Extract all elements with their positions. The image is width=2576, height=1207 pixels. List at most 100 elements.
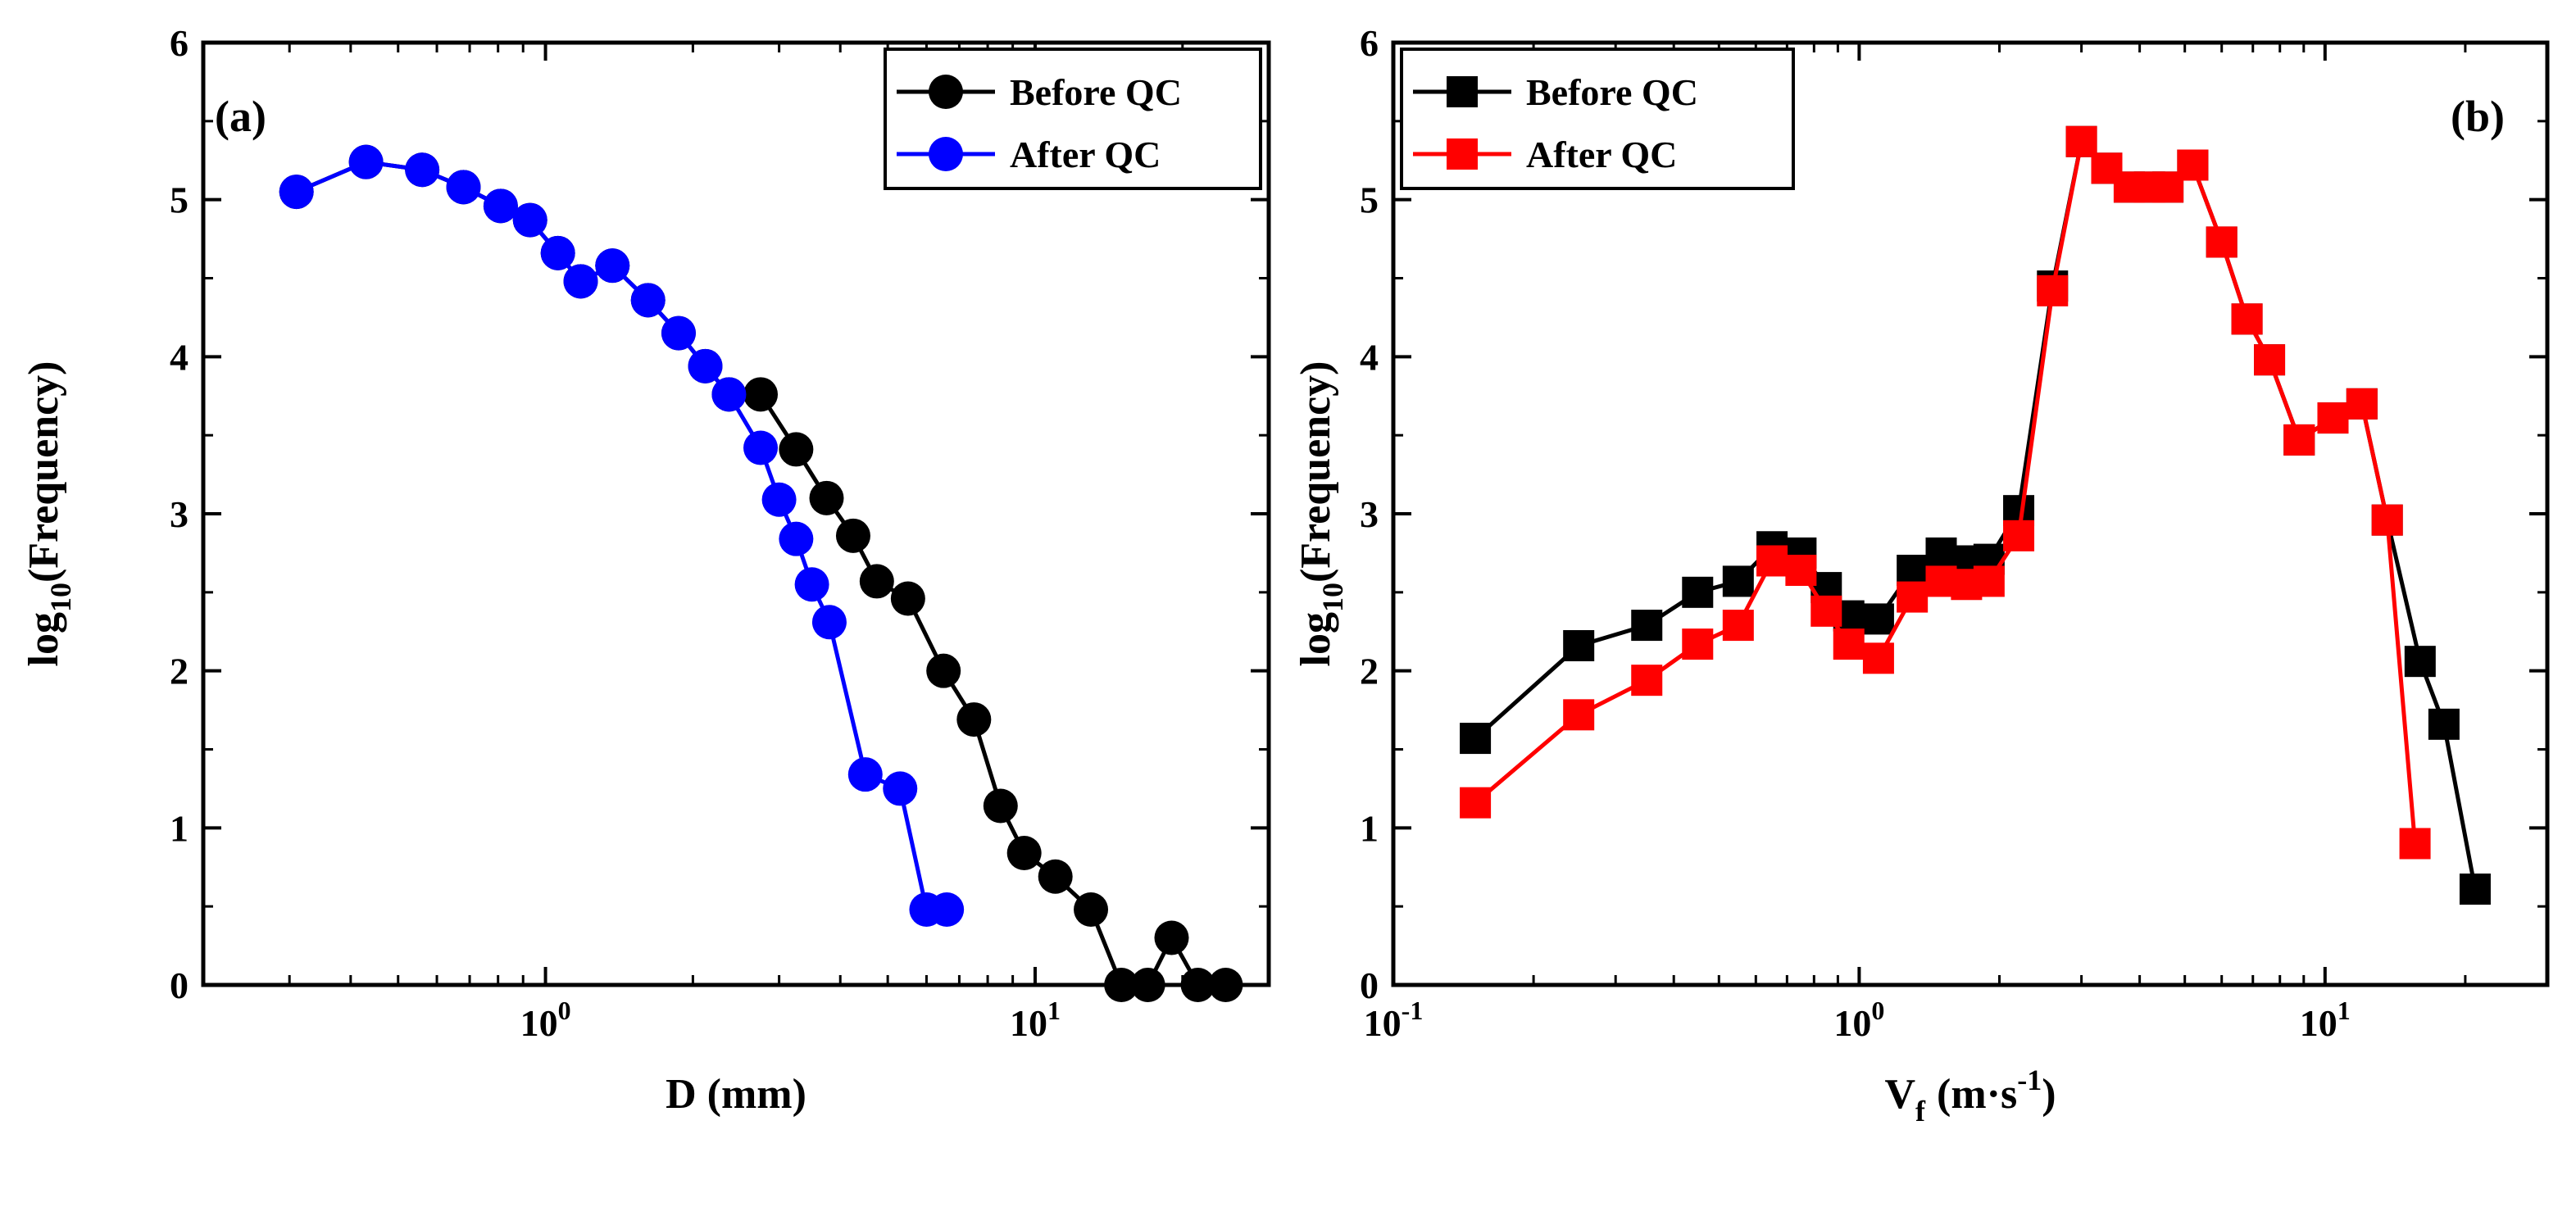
- data-point: [348, 144, 384, 179]
- y-tick-label: 6: [170, 22, 189, 64]
- data-point: [983, 788, 1018, 824]
- panel-a-chart: 0 1 2 3 4 5 6 100 101 D (mm) log10(Frequency) Befor…: [20, 22, 1271, 1118]
- data-point: [1722, 610, 1754, 642]
- y-tick-label: 3: [170, 493, 189, 535]
- data-point: [2206, 226, 2238, 258]
- data-point: [1722, 565, 1754, 597]
- data-point: [405, 152, 440, 188]
- data-point: [743, 377, 779, 412]
- data-point: [2231, 303, 2263, 335]
- data-point: [595, 248, 630, 284]
- data-point: [630, 283, 666, 318]
- y-axis-label: log10(Frequency): [1293, 361, 1349, 667]
- legend-entry: After QC: [1526, 134, 1677, 175]
- x-tick-label: 10-1: [1364, 996, 1424, 1044]
- data-point: [2317, 402, 2349, 434]
- data-point: [890, 581, 925, 616]
- data-point: [2404, 646, 2436, 678]
- series-after-qc: [1460, 125, 2431, 860]
- data-point: [929, 892, 965, 927]
- data-point: [2428, 708, 2460, 740]
- panel-b-chart: 0 1 2 3 4 5 6 10-1 100 101 Vf (m·s-1) log10(Frequenc…: [1293, 22, 2550, 1128]
- series-before-qc: [279, 144, 1243, 1002]
- data-point: [809, 480, 844, 515]
- data-point: [1756, 545, 1788, 577]
- data-point: [779, 521, 814, 556]
- y-tick-label: 0: [1360, 964, 1379, 1006]
- data-point: [1563, 699, 1595, 731]
- x-tick-label: 100: [520, 996, 571, 1044]
- data-point: [1130, 968, 1165, 1002]
- x-axis-label: D (mm): [666, 1071, 806, 1118]
- panel-label: (a): [215, 92, 266, 141]
- data-point: [1862, 603, 1894, 635]
- data-point: [1460, 787, 1492, 819]
- data-point: [711, 377, 747, 412]
- data-point: [2459, 873, 2491, 905]
- legend: Before QC After QC: [884, 48, 1262, 190]
- legend-entry: After QC: [1010, 134, 1161, 175]
- data-point: [2283, 424, 2315, 456]
- data-point: [1785, 555, 1817, 586]
- data-point: [794, 567, 829, 602]
- legend: Before QC After QC: [1400, 48, 1795, 190]
- y-tick-label: 4: [1360, 336, 1379, 378]
- y-tick-label: 1: [170, 807, 189, 849]
- y-tick-label: 0: [170, 964, 189, 1006]
- data-point: [2346, 388, 2378, 420]
- legend-marker: [1447, 76, 1478, 107]
- data-point: [1631, 665, 1663, 697]
- data-point: [2371, 504, 2403, 536]
- data-point: [1563, 630, 1595, 661]
- data-point: [847, 757, 883, 792]
- data-point: [811, 605, 847, 640]
- data-point: [1897, 555, 1929, 586]
- y-tick-label: 2: [170, 651, 189, 692]
- series-before-qc: [1460, 125, 2491, 905]
- data-point: [926, 653, 961, 688]
- data-point: [1104, 968, 1139, 1002]
- data-point: [1682, 576, 1714, 608]
- legend-marker: [929, 137, 963, 171]
- series-line: [1474, 137, 2478, 890]
- data-point: [1897, 581, 1929, 613]
- x-tick-label: 101: [2300, 996, 2351, 1044]
- series-line: [295, 160, 947, 912]
- data-point: [2177, 149, 2209, 181]
- series-after-qc: [279, 144, 965, 927]
- data-point: [2065, 125, 2097, 157]
- data-point: [1973, 565, 2005, 597]
- panel-label: (b): [2451, 92, 2505, 141]
- x-tick-label: 101: [1010, 996, 1061, 1044]
- data-point: [956, 702, 992, 737]
- data-point: [1038, 859, 1073, 894]
- data-point: [540, 235, 575, 270]
- data-point: [1074, 892, 1109, 927]
- data-point: [2254, 344, 2286, 376]
- data-point: [1810, 595, 1842, 627]
- data-point: [835, 518, 870, 553]
- x-tick-label: 100: [1833, 996, 1884, 1044]
- data-point: [1682, 628, 1714, 660]
- legend-entry: Before QC: [1010, 71, 1182, 113]
- data-point: [1208, 968, 1243, 1002]
- data-point: [2003, 520, 2035, 551]
- data-point: [2037, 275, 2069, 306]
- y-axis-label: log10(Frequency): [20, 361, 77, 667]
- data-point: [1180, 968, 1215, 1002]
- data-point: [661, 315, 696, 351]
- data-point: [761, 482, 797, 517]
- data-point: [446, 170, 481, 205]
- y-tick-label: 5: [1360, 179, 1379, 221]
- data-point: [688, 348, 723, 383]
- data-point: [279, 175, 314, 210]
- data-point: [483, 188, 518, 224]
- data-point: [1631, 610, 1663, 642]
- data-point: [1862, 642, 1894, 674]
- data-point: [779, 432, 814, 467]
- legend-marker: [929, 75, 963, 109]
- legend-marker: [1447, 138, 1478, 170]
- series-line: [1474, 137, 2418, 844]
- data-point: [512, 202, 547, 238]
